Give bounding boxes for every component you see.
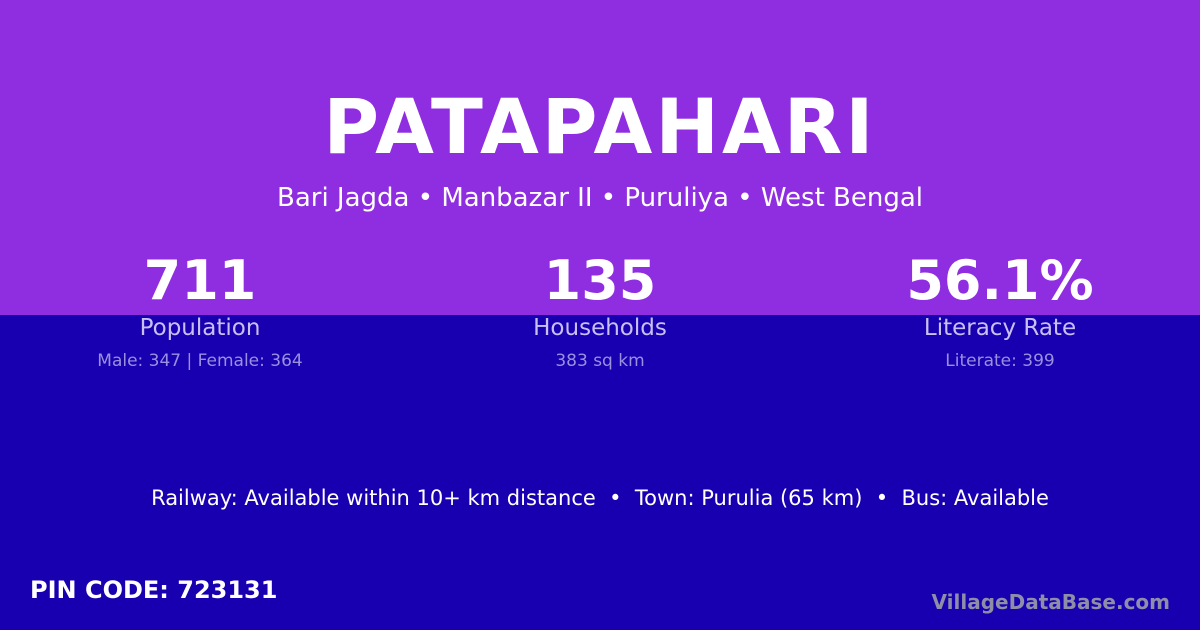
header-band bbox=[0, 0, 1200, 315]
stat-label: Households bbox=[533, 315, 667, 341]
stat-value: 56.1% bbox=[906, 249, 1094, 312]
pin-code: PIN CODE: 723131 bbox=[30, 576, 278, 604]
village-title: PATAPAHARI bbox=[323, 82, 877, 171]
stat-detail: Male: 347 | Female: 364 bbox=[97, 351, 303, 371]
amenities-info: Railway: Available within 10+ km distanc… bbox=[151, 486, 1049, 510]
stat-value: 711 bbox=[143, 249, 257, 312]
stat-label: Population bbox=[139, 315, 261, 341]
stat-detail: 383 sq km bbox=[555, 351, 645, 371]
stat-value: 135 bbox=[543, 249, 657, 312]
stat-detail: Literate: 399 bbox=[945, 351, 1055, 371]
stat-population: 711 Population Male: 347 | Female: 364 bbox=[0, 249, 400, 372]
stat-literacy: 56.1% Literacy Rate Literate: 399 bbox=[800, 249, 1200, 372]
location-breadcrumb: Bari Jagda • Manbazar II • Puruliya • We… bbox=[276, 183, 924, 213]
stat-households: 135 Households 383 sq km bbox=[400, 249, 800, 372]
brand-logo: VillageDataBase.com bbox=[931, 590, 1170, 614]
stat-label: Literacy Rate bbox=[923, 315, 1077, 341]
